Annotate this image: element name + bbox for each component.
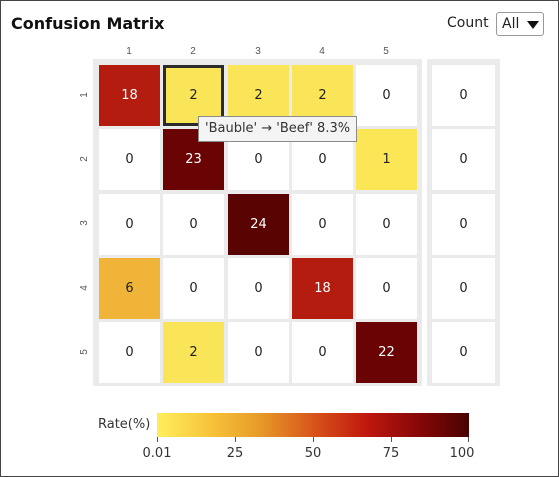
row-total-1: 0 bbox=[432, 65, 495, 126]
matrix-cell-r5-c4[interactable]: 0 bbox=[292, 322, 353, 383]
column-index-2: 2 bbox=[190, 46, 196, 57]
matrix-cell-r4-c3[interactable]: 0 bbox=[228, 258, 289, 319]
row-index-5: 5 bbox=[79, 349, 90, 355]
cell-tooltip: 'Bauble' → 'Beef' 8.3% bbox=[198, 116, 358, 142]
matrix-cell-r4-c1[interactable]: 6 bbox=[99, 258, 160, 319]
colorbar-tick-label: 25 bbox=[226, 446, 244, 461]
colorbar bbox=[157, 413, 469, 437]
colorbar-tick bbox=[468, 437, 469, 442]
matrix-cell-r4-c2[interactable]: 0 bbox=[163, 258, 224, 319]
matrix-cell-r5-c1[interactable]: 0 bbox=[99, 322, 160, 383]
matrix-cell-r1-c3[interactable]: 2 bbox=[228, 65, 289, 126]
colorbar-tick-label: 100 bbox=[449, 446, 475, 461]
matrix-cell-r2-c5[interactable]: 1 bbox=[356, 129, 417, 190]
colorbar-tick bbox=[391, 437, 392, 442]
colorbar-tick-label: 50 bbox=[304, 446, 322, 461]
matrix-cell-r2-c1[interactable]: 0 bbox=[99, 129, 160, 190]
colorbar-tick bbox=[235, 437, 236, 442]
colorbar-tick bbox=[313, 437, 314, 442]
matrix-cell-r3-c1[interactable]: 0 bbox=[99, 194, 160, 255]
matrix-cell-r5-c3[interactable]: 0 bbox=[228, 322, 289, 383]
count-select-value: All bbox=[502, 16, 520, 32]
matrix-cell-r5-c2[interactable]: 2 bbox=[163, 322, 224, 383]
row-index-1: 1 bbox=[79, 92, 90, 98]
matrix-cell-r4-c5[interactable]: 0 bbox=[356, 258, 417, 319]
matrix-cell-r1-c2[interactable]: 2 bbox=[163, 65, 224, 126]
matrix-cell-r5-c5[interactable]: 22 bbox=[356, 322, 417, 383]
column-index-5: 5 bbox=[383, 46, 389, 57]
matrix-cell-r4-c4[interactable]: 18 bbox=[292, 258, 353, 319]
row-total-4: 0 bbox=[432, 258, 495, 319]
count-label: Count bbox=[447, 15, 489, 31]
row-index-4: 4 bbox=[79, 285, 90, 291]
matrix-cell-r1-c4[interactable]: 2 bbox=[292, 65, 353, 126]
row-total-3: 0 bbox=[432, 194, 495, 255]
colorbar-tick bbox=[157, 437, 158, 442]
row-index-3: 3 bbox=[79, 220, 90, 226]
matrix-cell-r3-c4[interactable]: 0 bbox=[292, 194, 353, 255]
column-index-3: 3 bbox=[255, 46, 261, 57]
chevron-down-icon bbox=[527, 21, 539, 29]
colorbar-label: Rate(%) bbox=[98, 417, 151, 432]
row-index-2: 2 bbox=[79, 156, 90, 162]
row-total-2: 0 bbox=[432, 129, 495, 190]
column-index-1: 1 bbox=[126, 46, 132, 57]
colorbar-tick-label: 0.01 bbox=[142, 446, 172, 461]
matrix-cell-r3-c3[interactable]: 24 bbox=[228, 194, 289, 255]
matrix-cell-r1-c1[interactable]: 18 bbox=[99, 65, 160, 126]
panel-title: Confusion Matrix bbox=[11, 14, 165, 33]
matrix-cell-r3-c2[interactable]: 0 bbox=[163, 194, 224, 255]
colorbar-tick-label: 75 bbox=[382, 446, 400, 461]
row-total-5: 0 bbox=[432, 322, 495, 383]
count-select[interactable]: All bbox=[496, 12, 544, 36]
column-index-4: 4 bbox=[319, 46, 325, 57]
matrix-cell-r1-c5[interactable]: 0 bbox=[356, 65, 417, 126]
matrix-cell-r3-c5[interactable]: 0 bbox=[356, 194, 417, 255]
